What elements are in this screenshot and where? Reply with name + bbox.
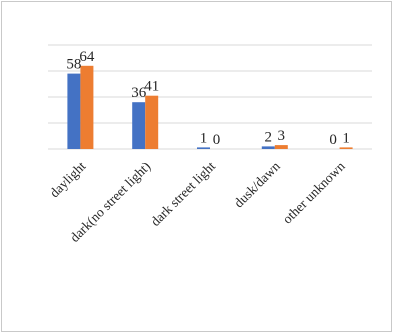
x-tick-label: dusk/dawn bbox=[231, 158, 283, 210]
bar-series2-3 bbox=[274, 145, 288, 149]
bar-series1-0 bbox=[67, 73, 81, 149]
bar-series2-4 bbox=[339, 147, 353, 149]
x-tick-label: daylight bbox=[47, 158, 89, 200]
bars bbox=[67, 65, 353, 149]
data-label: 58 bbox=[66, 57, 81, 73]
x-tick-label: other unknown bbox=[280, 158, 348, 226]
x-tick-label: dark street light bbox=[148, 158, 219, 229]
gridlines bbox=[48, 44, 372, 150]
data-label: 64 bbox=[79, 49, 95, 65]
data-label: 2 bbox=[265, 129, 273, 145]
data-label: 1 bbox=[342, 131, 350, 147]
bar-series1-3 bbox=[261, 146, 275, 149]
bar-series2-0 bbox=[80, 65, 94, 149]
data-label: 41 bbox=[144, 79, 159, 95]
bar-series1-2 bbox=[197, 147, 210, 149]
data-label: 36 bbox=[131, 85, 147, 101]
data-label: 0 bbox=[329, 132, 337, 148]
data-label: 1 bbox=[200, 131, 208, 147]
data-label: 3 bbox=[278, 128, 286, 144]
bar-series2-1 bbox=[145, 95, 159, 149]
bar-series1-1 bbox=[132, 102, 146, 149]
data-label: 0 bbox=[213, 132, 221, 148]
